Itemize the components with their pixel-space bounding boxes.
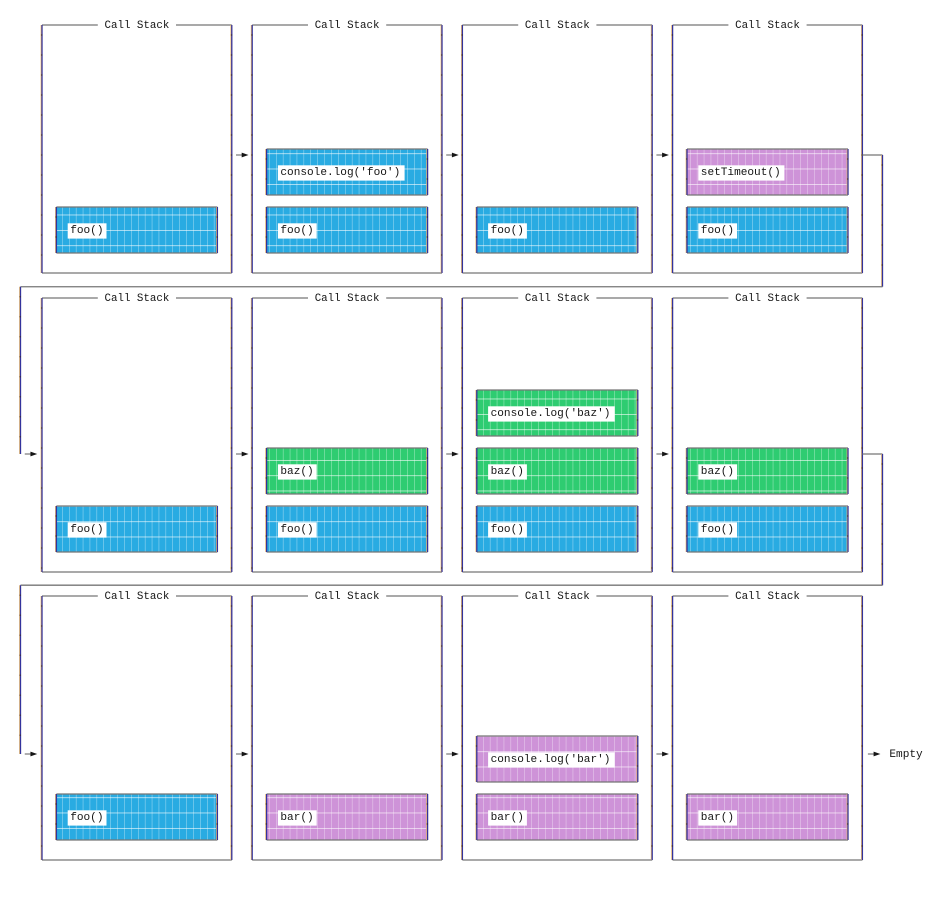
svg-text:console.log('bar'): console.log('bar') <box>491 754 611 766</box>
svg-text:foo(): foo() <box>280 524 313 536</box>
svg-text:setTimeout(): setTimeout() <box>701 167 781 179</box>
svg-text:foo(): foo() <box>491 225 524 237</box>
svg-text:Call Stack: Call Stack <box>525 20 590 32</box>
svg-text:Call Stack: Call Stack <box>525 591 590 603</box>
svg-text:Call Stack: Call Stack <box>315 591 380 603</box>
svg-text:Call Stack: Call Stack <box>735 20 800 32</box>
svg-text:foo(): foo() <box>701 225 734 237</box>
svg-text:bar(): bar() <box>701 812 734 824</box>
svg-text:foo(): foo() <box>280 225 313 237</box>
svg-text:baz(): baz() <box>280 466 313 478</box>
svg-text:Call Stack: Call Stack <box>525 293 590 305</box>
svg-text:Call Stack: Call Stack <box>735 293 800 305</box>
svg-text:baz(): baz() <box>491 466 524 478</box>
svg-text:console.log('baz'): console.log('baz') <box>491 408 611 420</box>
svg-text:foo(): foo() <box>70 225 103 237</box>
svg-text:console.log('foo'): console.log('foo') <box>280 167 400 179</box>
svg-text:Call Stack: Call Stack <box>105 20 170 32</box>
svg-text:foo(): foo() <box>701 524 734 536</box>
svg-text:foo(): foo() <box>70 812 103 824</box>
svg-text:Call Stack: Call Stack <box>315 20 380 32</box>
svg-text:Call Stack: Call Stack <box>315 293 380 305</box>
svg-text:foo(): foo() <box>491 524 524 536</box>
svg-text:bar(): bar() <box>280 812 313 824</box>
svg-text:Call Stack: Call Stack <box>105 591 170 603</box>
svg-text:Call Stack: Call Stack <box>105 293 170 305</box>
svg-text:baz(): baz() <box>701 466 734 478</box>
svg-text:Empty: Empty <box>889 749 923 761</box>
svg-text:Call Stack: Call Stack <box>735 591 800 603</box>
svg-text:bar(): bar() <box>491 812 524 824</box>
svg-text:foo(): foo() <box>70 524 103 536</box>
